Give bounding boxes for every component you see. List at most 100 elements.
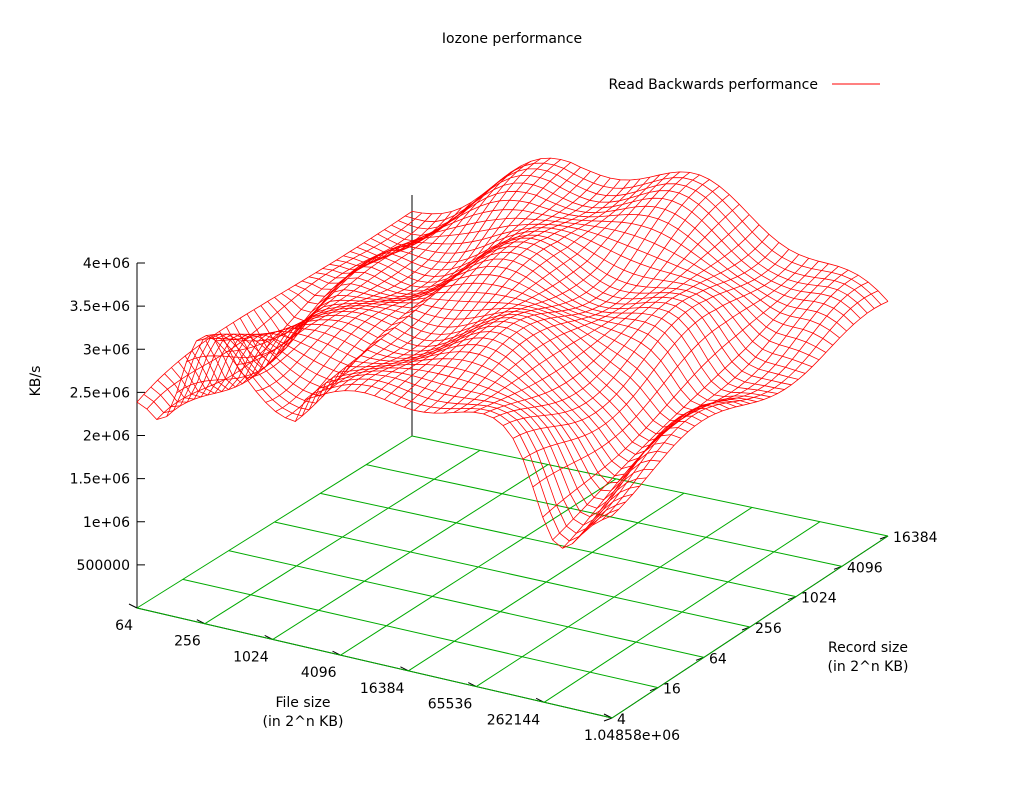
surface-line-v (274, 282, 751, 406)
surface-line-u (295, 162, 571, 422)
surface-line-u (265, 158, 542, 403)
surface-line-u (611, 301, 889, 517)
surface-line-u (591, 281, 869, 526)
z-tick-label: 1e+06 (83, 515, 130, 531)
floor-grid-line-y (411, 435, 889, 537)
surface-line-v (253, 302, 730, 421)
surface-line-u (245, 165, 522, 379)
surface-line-u (473, 214, 750, 413)
surface-line-v (411, 157, 889, 302)
chart-title: Iozone performance (442, 31, 582, 47)
surface-line-u (156, 213, 433, 420)
surface-line-v (294, 258, 771, 398)
y-tick-label: 64 (709, 651, 727, 667)
x-tick-label: 4096 (301, 665, 337, 681)
surface-line-u (324, 175, 601, 395)
surface-line-u (364, 178, 641, 394)
surface-line-u (483, 224, 760, 415)
surface-line-u (255, 160, 532, 392)
surface-line-u (314, 171, 591, 397)
z-tick-label: 3e+06 (83, 342, 130, 358)
surface-line-u (304, 166, 581, 400)
y-tick-label: 4096 (847, 560, 883, 576)
surface-line-v (267, 291, 744, 411)
surface-line-u (423, 174, 700, 413)
surface-line-u (512, 249, 790, 439)
surface-line-v (329, 234, 806, 374)
surface-line-u (216, 187, 492, 342)
floor-grid-line-y (274, 521, 751, 628)
z-axis-label: KB/s (28, 366, 44, 397)
surface-mesh (136, 157, 889, 549)
surface-line-u (146, 212, 423, 410)
y-axis-label: (in 2^n KB) (828, 659, 909, 675)
surface-line-u (433, 179, 710, 414)
surface-line-u (136, 211, 413, 403)
z-tick-label: 500000 (77, 558, 130, 574)
surface-line-u (186, 207, 462, 363)
surface-line-v (370, 199, 847, 332)
surface-line-u (542, 260, 819, 518)
x-tick-label: 16384 (360, 681, 405, 697)
axes (128, 195, 889, 722)
surface-line-u (502, 242, 780, 426)
legend-label: Read Backwards performance (609, 77, 818, 93)
floor-grid-line-y (182, 578, 659, 689)
surface-line-u (206, 194, 482, 336)
surface-line-v (322, 237, 799, 380)
y-tick (603, 717, 613, 722)
surface-line-v (164, 333, 640, 518)
surface-line-u (354, 179, 631, 392)
x-tick-label: 1024 (233, 649, 269, 665)
surface-line-u (384, 174, 661, 400)
surface-line-u (344, 179, 621, 391)
surface-line-u (235, 171, 512, 365)
surface-line-u (226, 179, 502, 352)
x-axis-label: File size (275, 695, 330, 711)
surface-line-u (463, 204, 740, 413)
surface-line-u (453, 194, 730, 413)
floor-grid-line-y (136, 607, 613, 719)
z-axis-label-group: KB/s (28, 366, 44, 397)
x-axis-label: (in 2^n KB) (263, 714, 344, 730)
x-tick-label: 262144 (487, 712, 541, 728)
surface-line-u (522, 254, 800, 460)
surface-line-u (443, 185, 720, 414)
z-tick-label: 2e+06 (83, 429, 130, 445)
surface-line-u (275, 157, 552, 412)
surface-line-u (532, 258, 809, 488)
x-tick-label: 64 (115, 618, 133, 634)
x-tick (128, 603, 138, 609)
surface-line-u (403, 171, 681, 408)
z-tick-label: 2.5e+06 (70, 385, 131, 401)
surface-line-u (562, 266, 839, 549)
surface-line-u (394, 172, 671, 404)
surface-line-u (601, 290, 879, 521)
z-tick-label: 3.5e+06 (70, 299, 131, 315)
z-tick-label: 4e+06 (83, 256, 130, 272)
surface-line-u (334, 177, 611, 392)
x-tick-label: 65536 (428, 697, 473, 713)
floor-grid-line-y (228, 550, 705, 658)
floor-grid (136, 435, 889, 719)
legend: Read Backwards performance (609, 77, 880, 93)
y-tick-label: 256 (755, 621, 782, 637)
y-axis-label: Record size (828, 640, 908, 656)
y-tick-label: 4 (617, 712, 626, 728)
y-tick-label: 16 (663, 682, 681, 698)
surface-line-v (281, 274, 757, 403)
z-tick-label: 1.5e+06 (70, 472, 131, 488)
axis-tick-labels: 500000 1e+06 1.5e+06 2e+06 2.5e+06 3e+06 3.5e+… (70, 256, 938, 744)
surface-line-u (285, 159, 562, 419)
surface-line-u (413, 172, 690, 411)
x-tick-label: 1.04858e+06 (584, 728, 680, 744)
surface-line-u (374, 176, 651, 397)
surface-line-u (582, 274, 859, 535)
x-tick-label: 256 (174, 634, 201, 650)
surface-line-v (150, 333, 626, 534)
y-tick-label: 16384 (893, 530, 938, 546)
surface-line-u (552, 263, 829, 541)
y-tick-label: 1024 (801, 591, 837, 607)
